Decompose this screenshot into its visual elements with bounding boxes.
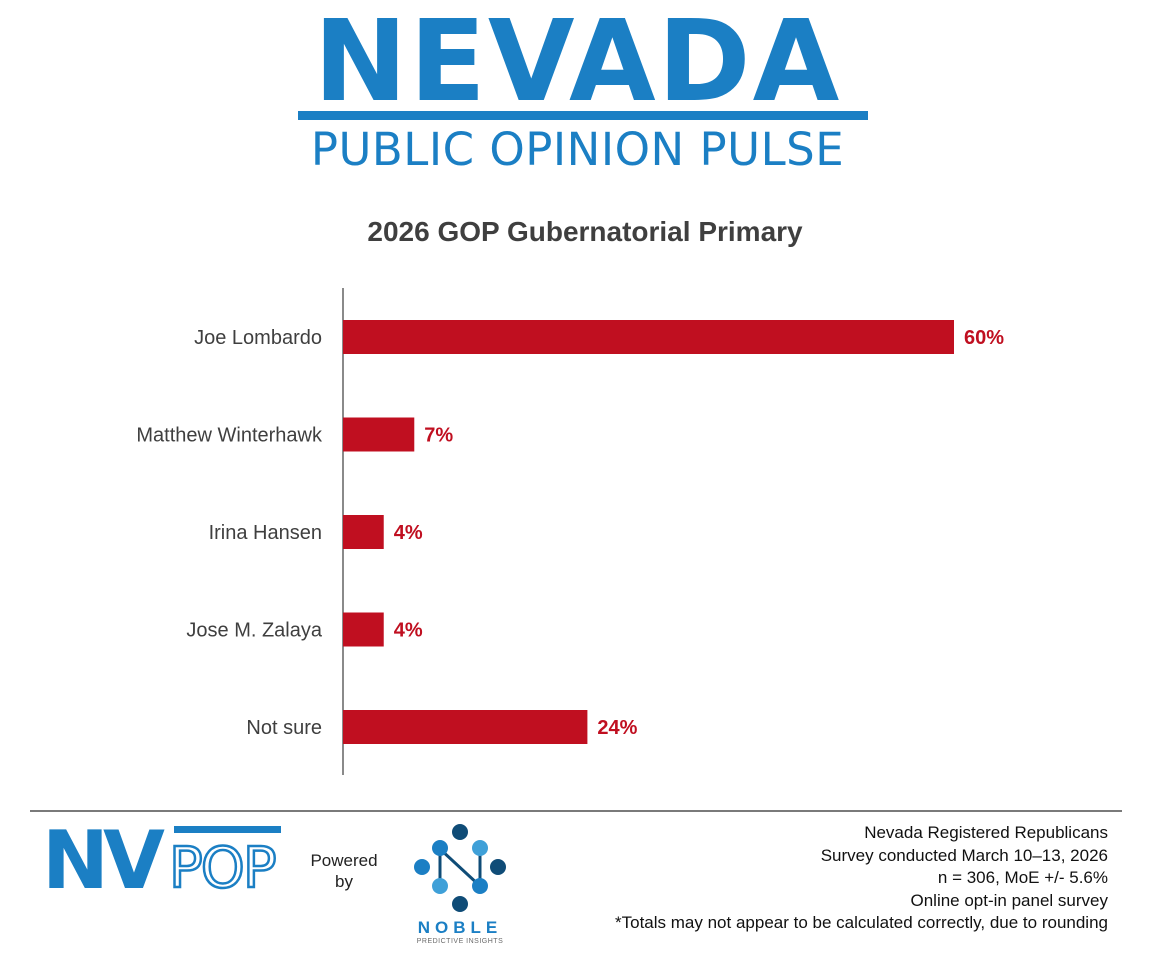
note-rounding: *Totals may not appear to be calculated …	[615, 913, 1108, 932]
category-label: Joe Lombardo	[194, 327, 322, 349]
noble-tagline: PREDICTIVE INSIGHTS	[416, 938, 504, 945]
note-method: Online opt-in panel survey	[910, 890, 1108, 910]
brand-title: NEVADA	[313, 0, 842, 127]
data-label: 7%	[424, 425, 453, 447]
data-label: 4%	[394, 522, 423, 544]
noble-network-icon	[414, 824, 506, 912]
category-label: Not sure	[246, 717, 322, 739]
noble-wordmark: NOBLE	[417, 918, 503, 937]
category-label: Matthew Winterhawk	[136, 425, 323, 447]
survey-notes: Nevada Registered Republicans Survey con…	[615, 822, 1108, 935]
bar	[343, 710, 588, 744]
data-label: 60%	[964, 327, 1004, 349]
category-label: Jose M. Zalaya	[186, 620, 322, 642]
bar-chart: Joe Lombardo 60% Matthew Winterhawk 7% Irina…	[136, 288, 1004, 775]
data-label: 4%	[394, 620, 423, 642]
category-label: Irina Hansen	[209, 522, 322, 544]
note-sample: n = 306, MoE +/- 5.6%	[937, 868, 1108, 887]
footer-divider	[30, 810, 1122, 812]
bar	[343, 417, 415, 452]
bar	[343, 515, 384, 549]
bar	[343, 612, 384, 647]
bar	[343, 320, 954, 354]
nvpop-logo: NV POP	[42, 824, 281, 894]
note-population: Nevada Registered Republicans	[864, 823, 1108, 842]
chart-title: 2026 GOP Gubernatorial Primary	[367, 216, 803, 247]
powered-by-label: Powered by	[310, 851, 378, 891]
note-dates: Survey conducted March 10–13, 2026	[820, 845, 1108, 865]
svg-text:NV: NV	[42, 824, 165, 894]
brand-subtitle: PUBLIC OPINION PULSE	[310, 123, 845, 176]
brand-divider	[298, 111, 868, 120]
svg-text:POP: POP	[169, 836, 275, 894]
data-label: 24%	[597, 717, 637, 739]
